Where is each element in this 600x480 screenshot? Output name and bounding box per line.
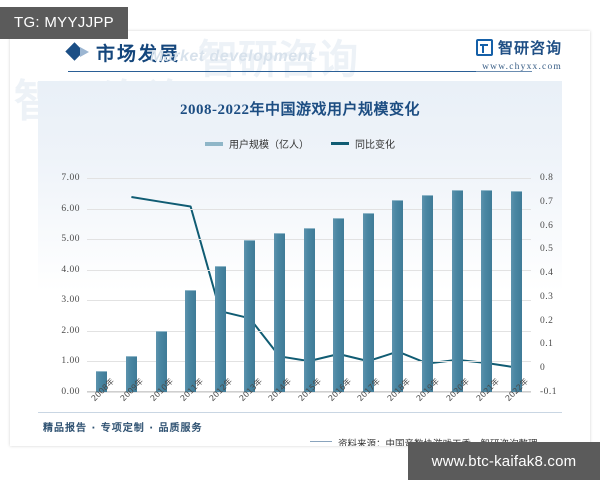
bar	[214, 265, 226, 392]
chart-plot-area: 0.00 1.00 2.00 3.00 4.00 5.00 6.00 7.00 -0.1 0 0.1…	[61, 173, 556, 403]
y-axis-tick-label: 1.00	[61, 356, 80, 367]
y-axis-tick-label: 2.00	[61, 325, 80, 336]
bar	[392, 199, 404, 392]
brand-url: www.chyxx.com	[482, 62, 562, 72]
secondary-y-axis-tick-label: 0.6	[540, 220, 554, 231]
secondary-y-axis-tick-label: 0.3	[540, 291, 554, 302]
bar	[125, 355, 137, 392]
legend-label-line: 同比变化	[355, 140, 395, 151]
slide-card: 智研咨询 智研咨询 智研咨询 智研咨询 市场发展 Market developm…	[10, 31, 590, 446]
header-rule-short	[476, 71, 532, 72]
y-axis-tick-label: 4.00	[61, 264, 80, 275]
legend-label-bar: 用户规模（亿人）	[229, 140, 309, 151]
legend-swatch-line	[331, 142, 349, 145]
y-axis-tick-label: 7.00	[61, 173, 80, 183]
bar	[155, 331, 167, 392]
y-gridline	[87, 208, 531, 210]
brand-name: 智研咨询	[497, 39, 562, 57]
section-subtitle-ghost: Market development	[150, 48, 314, 65]
secondary-y-axis-tick-label: -0.1	[540, 387, 558, 397]
bar	[273, 232, 285, 392]
legend-swatch-bar	[205, 141, 223, 146]
secondary-y-axis-tick-label: 0.5	[540, 244, 554, 255]
secondary-y-axis-tick-label: 0.1	[540, 339, 554, 350]
y-gridline	[87, 178, 531, 179]
footer-text: 精品报告 · 专项定制 · 品质服务	[43, 423, 203, 434]
secondary-y-axis-tick-label: 0.2	[540, 315, 554, 326]
zhiyan-logo-icon	[475, 39, 493, 56]
legend-item-bar: 用户规模（亿人）	[205, 136, 309, 151]
section-title: 市场发展	[96, 43, 181, 65]
slide-header: 市场发展 Market development 智研咨询 www.chyxx.c…	[10, 31, 590, 73]
bar	[96, 370, 108, 392]
secondary-y-axis-tick-label: 0.8	[540, 173, 554, 183]
bar	[362, 212, 374, 392]
bar	[481, 190, 493, 392]
site-url-badge: www.btc-kaifak8.com	[408, 442, 600, 480]
y-axis-tick-label: 0.00	[61, 387, 80, 397]
y-axis-tick-label: 5.00	[61, 234, 80, 245]
bar	[451, 190, 463, 392]
bar	[303, 227, 315, 392]
secondary-y-axis-tick-label: 0.7	[540, 196, 554, 207]
brand-block: 智研咨询 www.chyxx.com	[475, 37, 562, 72]
y-gridline	[87, 392, 531, 393]
chart-panel: 2008-2022年中国游戏用户规模变化 用户规模（亿人） 同比变化 0.00 1…	[38, 81, 562, 446]
secondary-y-axis-tick-label: 0	[540, 363, 546, 374]
bar	[333, 217, 345, 392]
source-dash	[310, 441, 332, 442]
y-axis-tick-label: 3.00	[61, 295, 80, 306]
chart-legend: 用户规模（亿人） 同比变化	[38, 136, 562, 151]
y-axis-tick-label: 6.00	[61, 203, 80, 214]
telegram-watermark-tag: TG: MYYJJPP	[0, 7, 128, 39]
secondary-y-axis-tick-label: 0.4	[540, 268, 554, 279]
bar	[244, 239, 256, 392]
bar	[421, 195, 433, 392]
chart-title: 2008-2022年中国游戏用户规模变化	[180, 102, 420, 118]
bar	[510, 191, 522, 392]
header-rule	[68, 71, 476, 72]
bar	[185, 290, 197, 392]
footer-rule	[38, 412, 562, 413]
diamond-arrow-icon	[80, 47, 89, 57]
legend-item-line: 同比变化	[331, 136, 395, 151]
